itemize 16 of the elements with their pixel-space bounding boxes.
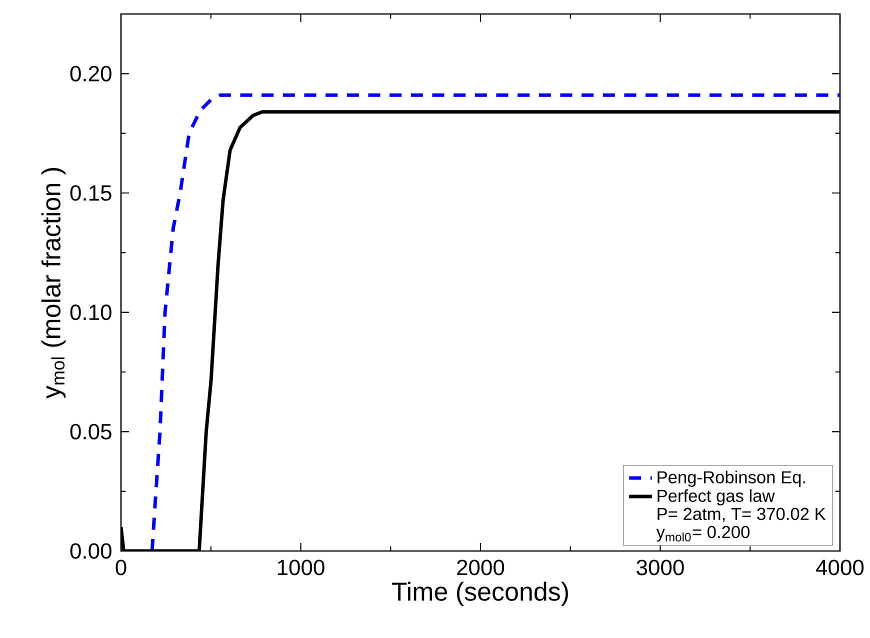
annotation: y$_{mol0}$= 0.200: [656, 526, 750, 542]
y-tick-label: 0.10: [70, 304, 112, 320]
y-tick-label: 0.15: [70, 185, 112, 201]
x-tick-label: 0: [116, 560, 126, 576]
x-axis-title: Time (seconds): [392, 582, 568, 606]
legend-label: Perfect gas law: [658, 489, 775, 506]
y-tick-label: 0.20: [70, 66, 112, 82]
annotation: P= 2atm, T= 370.02 K: [658, 508, 826, 522]
x-tick-label: 1000: [278, 560, 324, 576]
y-axis-title: y$_{mol}$ (molar fraction ): [41, 168, 66, 399]
x-tick-label: 3000: [636, 560, 684, 576]
x-tick-label: 4000: [816, 560, 864, 576]
legend-label: Peng-Robinson Eq.: [658, 470, 805, 487]
y-tick-label: 0.05: [70, 424, 112, 440]
x-tick-label: 2000: [457, 560, 504, 576]
y-tick-label: 0.00: [70, 543, 112, 559]
